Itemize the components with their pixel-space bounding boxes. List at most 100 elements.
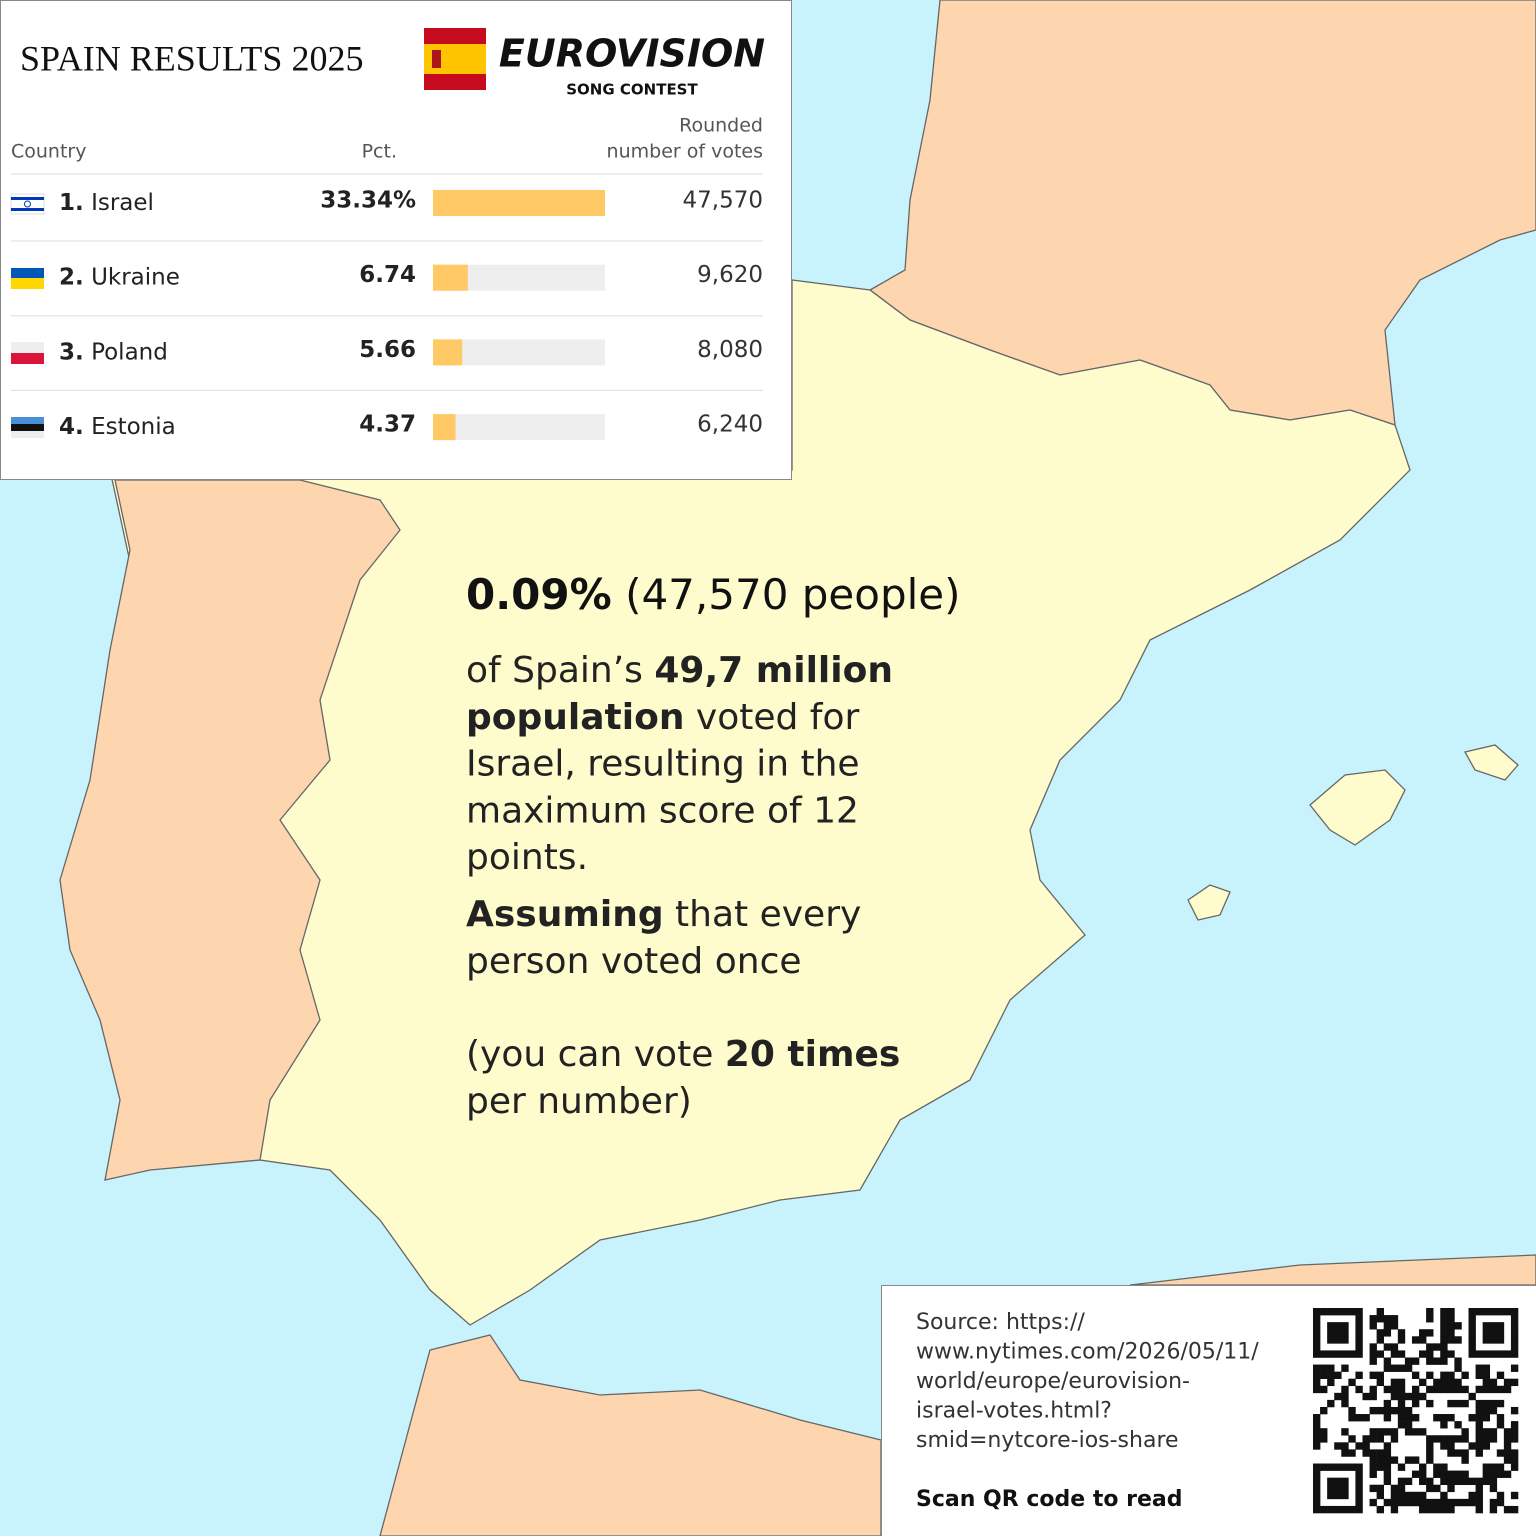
qr-module xyxy=(1476,1365,1483,1372)
qr-module xyxy=(1320,1386,1327,1393)
qr-module xyxy=(1483,1308,1490,1315)
qr-module xyxy=(1384,1322,1391,1329)
qr-module xyxy=(1483,1386,1490,1393)
qr-module xyxy=(1341,1428,1348,1435)
qr-module xyxy=(1377,1336,1384,1343)
qr-module xyxy=(1370,1372,1377,1379)
qr-module xyxy=(1370,1357,1377,1364)
qr-module xyxy=(1377,1449,1384,1456)
qr-module xyxy=(1426,1456,1433,1463)
source-line: israel-votes.html? xyxy=(916,1399,1112,1424)
qr-module xyxy=(1334,1372,1341,1379)
qr-module xyxy=(1461,1478,1468,1485)
qr-module xyxy=(1384,1407,1391,1414)
flag-estonia xyxy=(11,417,44,438)
qr-module xyxy=(1483,1350,1490,1357)
qr-module xyxy=(1447,1435,1454,1442)
qr-module xyxy=(1391,1492,1398,1499)
qr-module xyxy=(1412,1414,1419,1421)
qr-module xyxy=(1447,1442,1454,1449)
qr-module xyxy=(1476,1499,1483,1506)
qr-module xyxy=(1469,1308,1476,1315)
text-run: (you can vote xyxy=(466,1034,725,1075)
qr-module xyxy=(1447,1471,1454,1478)
qr-module xyxy=(1440,1357,1447,1364)
qr-module xyxy=(1454,1322,1461,1329)
qr-module xyxy=(1483,1336,1490,1343)
qr-module xyxy=(1355,1464,1362,1471)
qr-module xyxy=(1327,1322,1334,1329)
qr-module xyxy=(1447,1414,1454,1421)
qr-module xyxy=(1497,1350,1504,1357)
qr-module xyxy=(1341,1400,1348,1407)
qr-module xyxy=(1384,1329,1391,1336)
qr-module xyxy=(1476,1506,1483,1513)
qr-module xyxy=(1355,1343,1362,1350)
qr-module xyxy=(1511,1336,1518,1343)
qr-module xyxy=(1454,1379,1461,1386)
qr-module xyxy=(1398,1393,1405,1400)
qr-module xyxy=(1313,1485,1320,1492)
qr-module xyxy=(1476,1442,1483,1449)
qr-module xyxy=(1497,1336,1504,1343)
qr-module xyxy=(1391,1435,1398,1442)
qr-module xyxy=(1511,1329,1518,1336)
qr-module xyxy=(1483,1329,1490,1336)
qr-module xyxy=(1483,1379,1490,1386)
country-label: 1. Israel xyxy=(59,190,154,216)
qr-module xyxy=(1355,1308,1362,1315)
qr-module xyxy=(1313,1435,1320,1442)
qr-module xyxy=(1426,1357,1433,1364)
country-label: 2. Ukraine xyxy=(59,264,180,290)
qr-module xyxy=(1490,1464,1497,1471)
votes-label: 47,570 xyxy=(683,188,763,214)
qr-module xyxy=(1405,1492,1412,1499)
qr-module xyxy=(1355,1471,1362,1478)
qr-module xyxy=(1370,1471,1377,1478)
qr-module xyxy=(1419,1471,1426,1478)
column-header: Country xyxy=(11,141,86,163)
text-run: per number) xyxy=(466,1081,692,1122)
qr-module xyxy=(1447,1350,1454,1357)
qr-module xyxy=(1341,1478,1348,1485)
qr-module xyxy=(1377,1464,1384,1471)
spain-flag xyxy=(424,28,486,90)
qr-module xyxy=(1341,1350,1348,1357)
qr-module xyxy=(1313,1350,1320,1357)
bar xyxy=(433,190,605,216)
qr-module xyxy=(1370,1428,1377,1435)
qr-module xyxy=(1370,1343,1377,1350)
qr-module xyxy=(1355,1322,1362,1329)
qr-module xyxy=(1483,1464,1490,1471)
qr-module xyxy=(1433,1464,1440,1471)
qr-module xyxy=(1355,1442,1362,1449)
qr-module xyxy=(1362,1393,1369,1400)
qr-module xyxy=(1454,1449,1461,1456)
qr-module xyxy=(1355,1336,1362,1343)
source-line: smid=nytcore-ios-share xyxy=(916,1428,1179,1453)
qr-module xyxy=(1377,1350,1384,1357)
qr-module xyxy=(1490,1329,1497,1336)
qr-module xyxy=(1377,1407,1384,1414)
qr-module xyxy=(1370,1464,1377,1471)
qr-module xyxy=(1313,1499,1320,1506)
qr-module xyxy=(1384,1428,1391,1435)
pct-label: 6.74 xyxy=(359,262,416,288)
qr-module xyxy=(1313,1471,1320,1478)
qr-module xyxy=(1334,1485,1341,1492)
callout-line: per number) xyxy=(466,1081,692,1122)
qr-module xyxy=(1362,1449,1369,1456)
flag-poland xyxy=(11,342,44,364)
qr-module xyxy=(1497,1464,1504,1471)
text-run: (47,570 people) xyxy=(612,570,961,619)
qr-module xyxy=(1440,1386,1447,1393)
qr-module xyxy=(1469,1329,1476,1336)
qr-module xyxy=(1384,1365,1391,1372)
qr-module xyxy=(1504,1506,1511,1513)
qr-module xyxy=(1419,1506,1426,1513)
qr-module xyxy=(1370,1456,1377,1463)
qr-module xyxy=(1313,1365,1320,1372)
qr-module xyxy=(1440,1322,1447,1329)
qr-module xyxy=(1483,1428,1490,1435)
qr-module xyxy=(1419,1492,1426,1499)
